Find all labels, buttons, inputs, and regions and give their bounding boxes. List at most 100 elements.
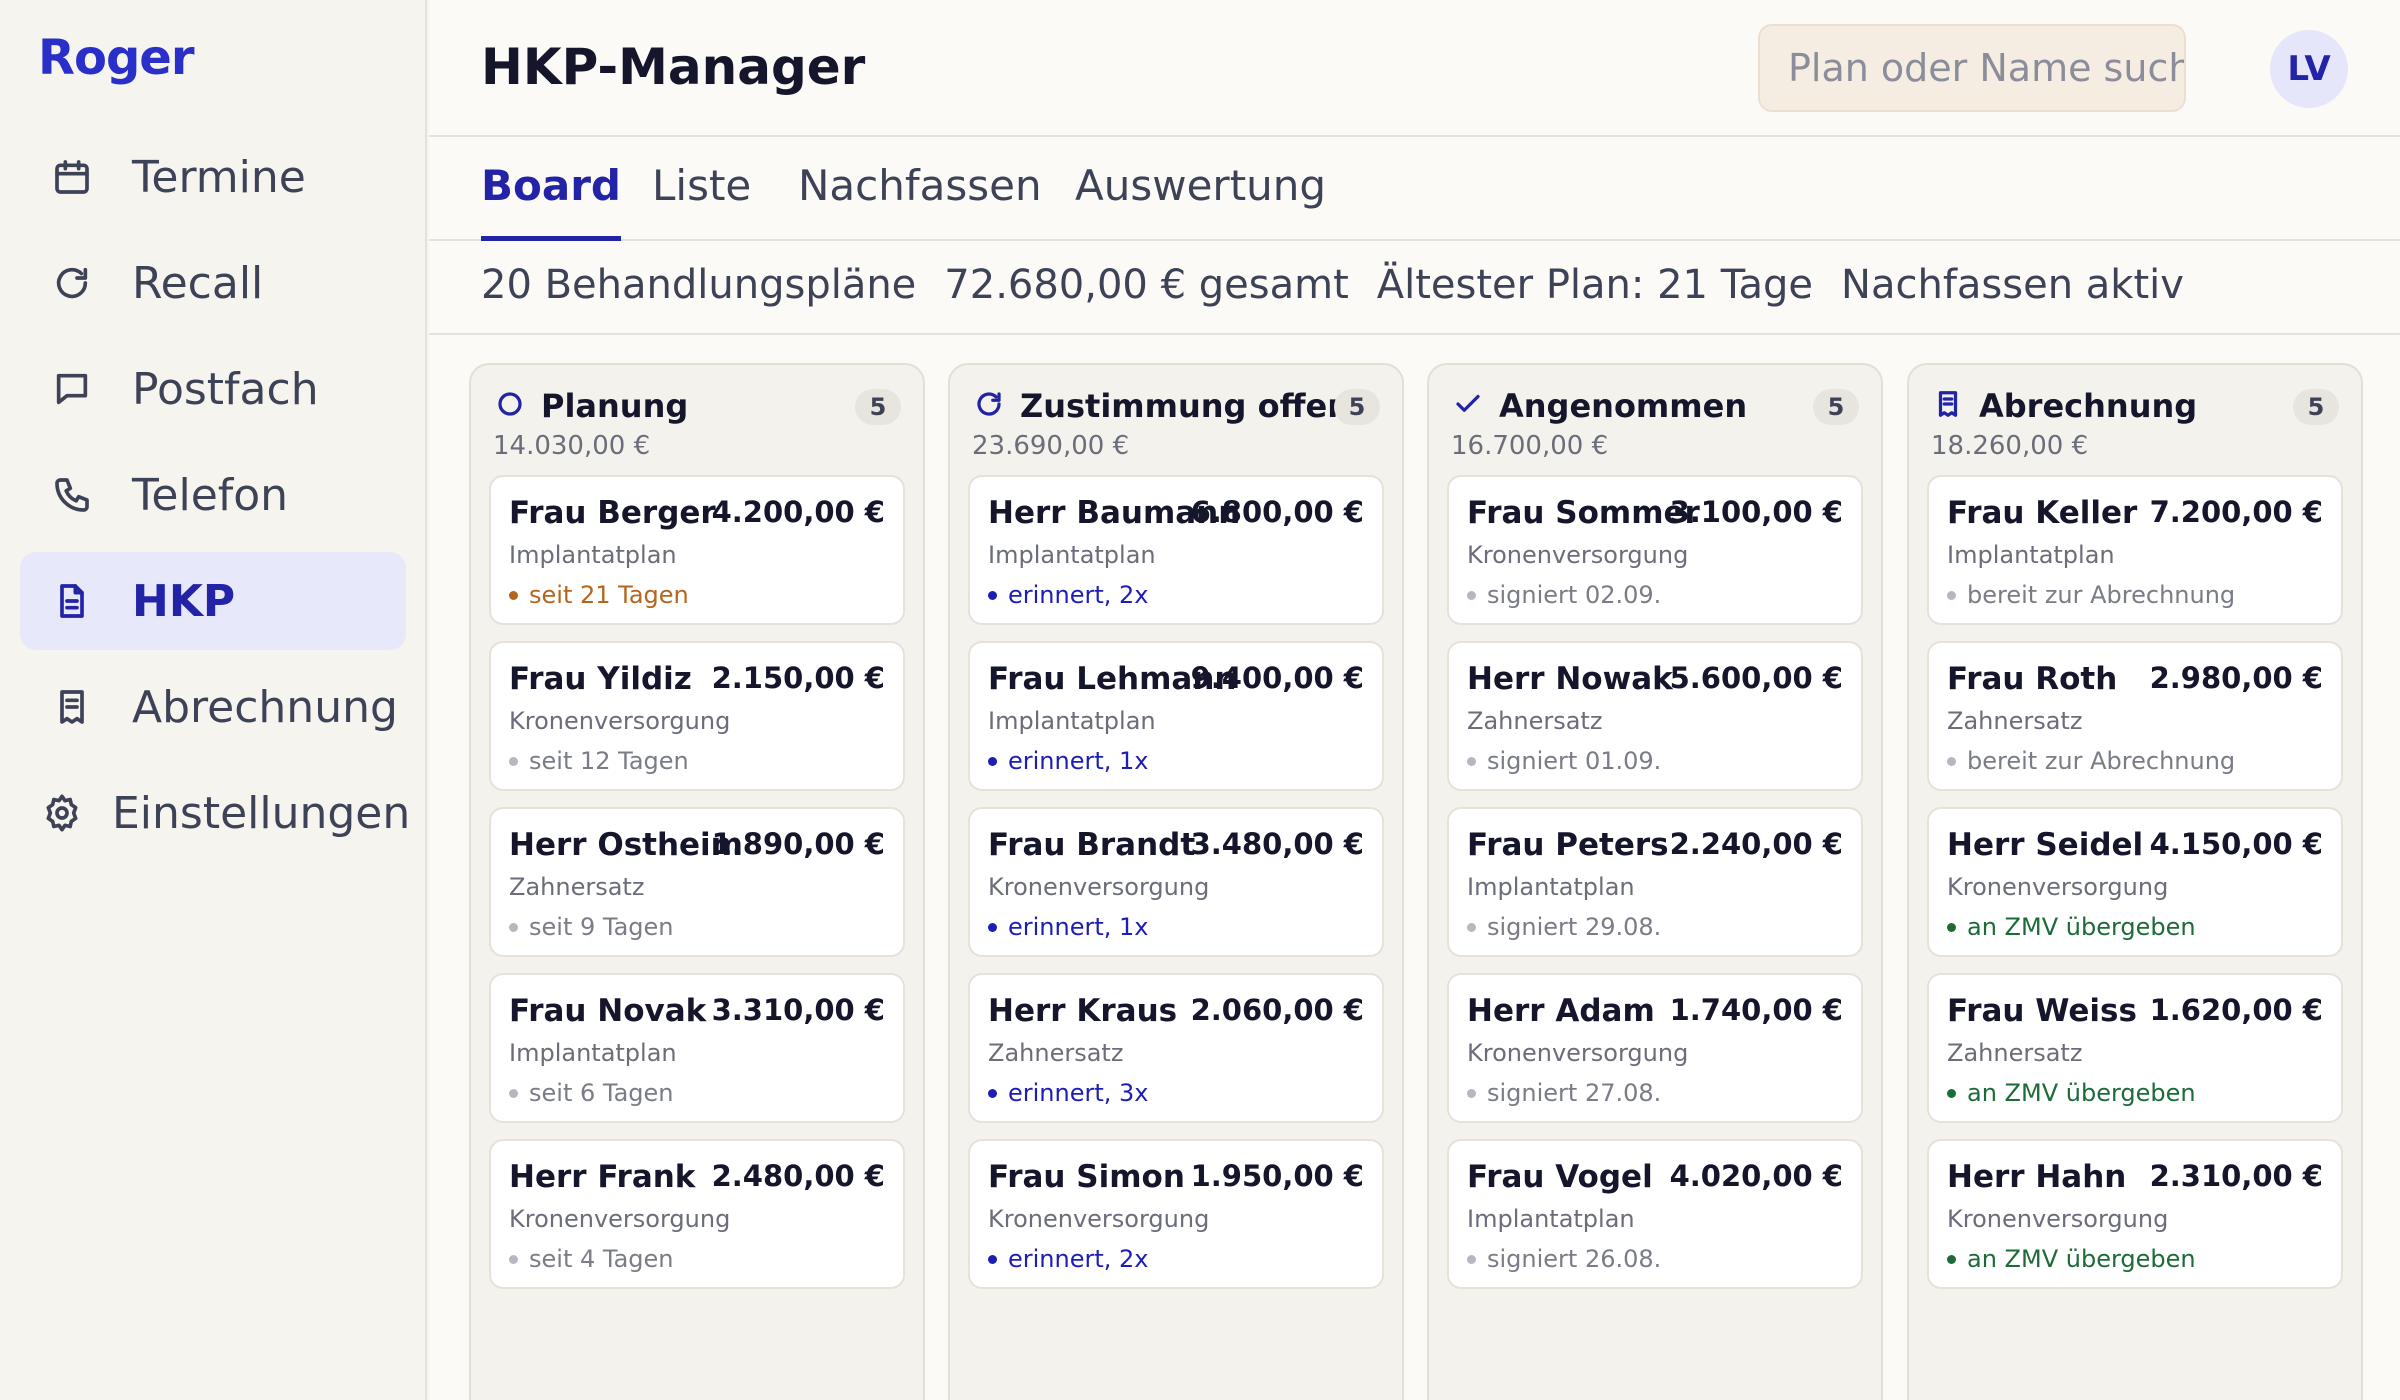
status-text: signiert 27.08. bbox=[1487, 1079, 1662, 1107]
patient-name: Frau Berger bbox=[509, 495, 716, 531]
status-dot bbox=[1467, 1254, 1476, 1264]
column-title: Abrechnung bbox=[1979, 387, 2198, 425]
avatar[interactable]: LV bbox=[2270, 30, 2348, 108]
column-header: Planung bbox=[495, 387, 688, 425]
plan-card[interactable]: Frau Weiss 1.620,00 € Zahnersatz an ZMV übe… bbox=[1927, 973, 2343, 1123]
status-text: an ZMV übergeben bbox=[1967, 1079, 2196, 1107]
message-icon bbox=[42, 369, 102, 409]
patient-name: Frau Vogel bbox=[1467, 1159, 1653, 1195]
plan-type: Implantatplan bbox=[1467, 873, 1635, 901]
sidebar-item-telefon[interactable]: Telefon bbox=[20, 446, 406, 544]
plan-status: bereit zur Abrechnung bbox=[1947, 581, 2235, 609]
sidebar-item-hkp[interactable]: HKP bbox=[20, 552, 406, 650]
plan-card[interactable]: Herr Nowak 5.600,00 € Zahnersatz signiert 0… bbox=[1447, 641, 1863, 791]
plan-card[interactable]: Herr Seidel 4.150,00 € Kronenversorgung an … bbox=[1927, 807, 2343, 957]
sidebar-item-recall[interactable]: Recall bbox=[20, 234, 406, 332]
sidebar-item-einstellungen[interactable]: Einstellungen bbox=[20, 764, 410, 862]
plan-type: Kronenversorgung bbox=[988, 1205, 1210, 1233]
plan-card[interactable]: Frau Berger 4.200,00 € Implantatplan seit 2… bbox=[489, 475, 905, 625]
patient-name: Frau Simon bbox=[988, 1159, 1185, 1195]
sidebar-item-label: Telefon bbox=[132, 469, 289, 521]
tab-liste[interactable]: Liste bbox=[652, 161, 752, 210]
column-header: Angenommen bbox=[1453, 387, 1747, 425]
column-sum: 14.030,00 € bbox=[493, 431, 651, 461]
sidebar-item-abrechnung[interactable]: Abrechnung bbox=[20, 658, 406, 756]
plan-card[interactable]: Frau Vogel 4.020,00 € Implantatplan signier… bbox=[1447, 1139, 1863, 1289]
status-dot bbox=[1947, 756, 1956, 766]
plan-card[interactable]: Frau Novak 3.310,00 € Implantatplan seit 6 … bbox=[489, 973, 905, 1123]
plan-card[interactable]: Herr Ostheim 1.890,00 € Zahnersatz seit 9 T… bbox=[489, 807, 905, 957]
patient-name: Frau Novak bbox=[509, 993, 707, 1029]
patient-name: Herr Adam bbox=[1467, 993, 1655, 1029]
summary-stats: 20 Behandlungspläne 72.680,00 € gesamt Ä… bbox=[481, 262, 2212, 308]
search-input[interactable] bbox=[1758, 24, 2186, 112]
plan-status: signiert 27.08. bbox=[1467, 1079, 1661, 1107]
plan-amount: 2.060,00 € bbox=[1190, 993, 1364, 1027]
plan-card[interactable]: Herr Adam 1.740,00 € Kronenversorgung signi… bbox=[1447, 973, 1863, 1123]
plan-type: Kronenversorgung bbox=[1467, 541, 1689, 569]
patient-name: Herr Frank bbox=[509, 1159, 696, 1195]
status-text: erinnert, 2x bbox=[1008, 581, 1149, 609]
plan-amount: 2.480,00 € bbox=[711, 1159, 885, 1193]
status-text: seit 21 Tagen bbox=[529, 581, 689, 609]
plan-type: Implantatplan bbox=[988, 707, 1156, 735]
tab-auswertung[interactable]: Auswertung bbox=[1075, 161, 1327, 210]
plan-card[interactable]: Frau Brandt 3.480,00 € Kronenversorgung eri… bbox=[968, 807, 1384, 957]
plan-type: Implantatplan bbox=[1467, 1205, 1635, 1233]
patient-name: Herr Kraus bbox=[988, 993, 1178, 1029]
sidebar-item-termine[interactable]: Termine bbox=[20, 128, 406, 226]
status-text: erinnert, 1x bbox=[1008, 747, 1149, 775]
plan-card[interactable]: Frau Keller 7.200,00 € Implantatplan bereit… bbox=[1927, 475, 2343, 625]
page-title: HKP-Manager bbox=[481, 38, 866, 96]
status-text: an ZMV übergeben bbox=[1967, 913, 2196, 941]
status-text: signiert 29.08. bbox=[1487, 913, 1662, 941]
plan-card[interactable]: Herr Baumann 6.800,00 € Implantatplan erinn… bbox=[968, 475, 1384, 625]
status-text: erinnert, 2x bbox=[1008, 1245, 1149, 1273]
plan-type: Zahnersatz bbox=[1467, 707, 1603, 735]
plan-amount: 1.890,00 € bbox=[711, 827, 885, 861]
column-header: Abrechnung bbox=[1933, 387, 2197, 425]
sidebar-item-postfach[interactable]: Postfach bbox=[20, 340, 406, 438]
column-count-badge: 5 bbox=[1334, 389, 1380, 425]
gear-icon bbox=[42, 793, 82, 833]
plan-status: bereit zur Abrechnung bbox=[1947, 747, 2235, 775]
column-count-badge: 5 bbox=[855, 389, 901, 425]
plan-amount: 3.480,00 € bbox=[1190, 827, 1364, 861]
plan-card[interactable]: Frau Lehmann 9.400,00 € Implantatplan erinn… bbox=[968, 641, 1384, 791]
plan-card[interactable]: Frau Peters 2.240,00 € Implantatplan signie… bbox=[1447, 807, 1863, 957]
plan-card[interactable]: Frau Simon 1.950,00 € Kronenversorgung erin… bbox=[968, 1139, 1384, 1289]
sidebar-item-label: HKP bbox=[132, 575, 236, 627]
plan-type: Zahnersatz bbox=[988, 1039, 1124, 1067]
status-dot bbox=[988, 922, 997, 932]
patient-name: Frau Brandt bbox=[988, 827, 1196, 863]
status-dot bbox=[1947, 922, 1956, 932]
tab-nachfassen[interactable]: Nachfassen bbox=[798, 161, 1042, 210]
plan-card[interactable]: Herr Kraus 2.060,00 € Zahnersatz erinnert, … bbox=[968, 973, 1384, 1123]
plan-type: Kronenversorgung bbox=[1947, 873, 2169, 901]
plan-status: seit 4 Tagen bbox=[509, 1245, 673, 1273]
sidebar-item-label: Einstellungen bbox=[112, 787, 411, 839]
app-logo[interactable]: Roger bbox=[38, 30, 195, 86]
status-text: bereit zur Abrechnung bbox=[1967, 581, 2236, 609]
column-count-badge: 5 bbox=[1813, 389, 1859, 425]
status-text: signiert 26.08. bbox=[1487, 1245, 1662, 1273]
plan-amount: 4.150,00 € bbox=[2149, 827, 2323, 861]
plan-type: Zahnersatz bbox=[1947, 1039, 2083, 1067]
plan-card[interactable]: Frau Roth 2.980,00 € Zahnersatz bereit zur … bbox=[1927, 641, 2343, 791]
plan-status: erinnert, 3x bbox=[988, 1079, 1149, 1107]
plan-amount: 3.310,00 € bbox=[711, 993, 885, 1027]
status-dot bbox=[509, 590, 518, 600]
status-text: erinnert, 3x bbox=[1008, 1079, 1149, 1107]
plan-card[interactable]: Frau Yildiz 2.150,00 € Kronenversorgung sei… bbox=[489, 641, 905, 791]
plan-type: Kronenversorgung bbox=[1947, 1205, 2169, 1233]
header: HKP-Manager LV bbox=[429, 0, 2400, 137]
plan-status: an ZMV übergeben bbox=[1947, 1245, 2196, 1273]
status-dot bbox=[988, 1088, 997, 1098]
status-dot bbox=[1467, 756, 1476, 766]
plan-card[interactable]: Frau Sommer 3.100,00 € Kronenversorgung sig… bbox=[1447, 475, 1863, 625]
status-dot bbox=[1467, 1088, 1476, 1098]
plan-card[interactable]: Herr Frank 2.480,00 € Kronenversorgung seit… bbox=[489, 1139, 905, 1289]
plan-status: an ZMV übergeben bbox=[1947, 913, 2196, 941]
plan-card[interactable]: Herr Hahn 2.310,00 € Kronenversorgung an ZM… bbox=[1927, 1139, 2343, 1289]
tab-board[interactable]: Board bbox=[481, 161, 621, 241]
